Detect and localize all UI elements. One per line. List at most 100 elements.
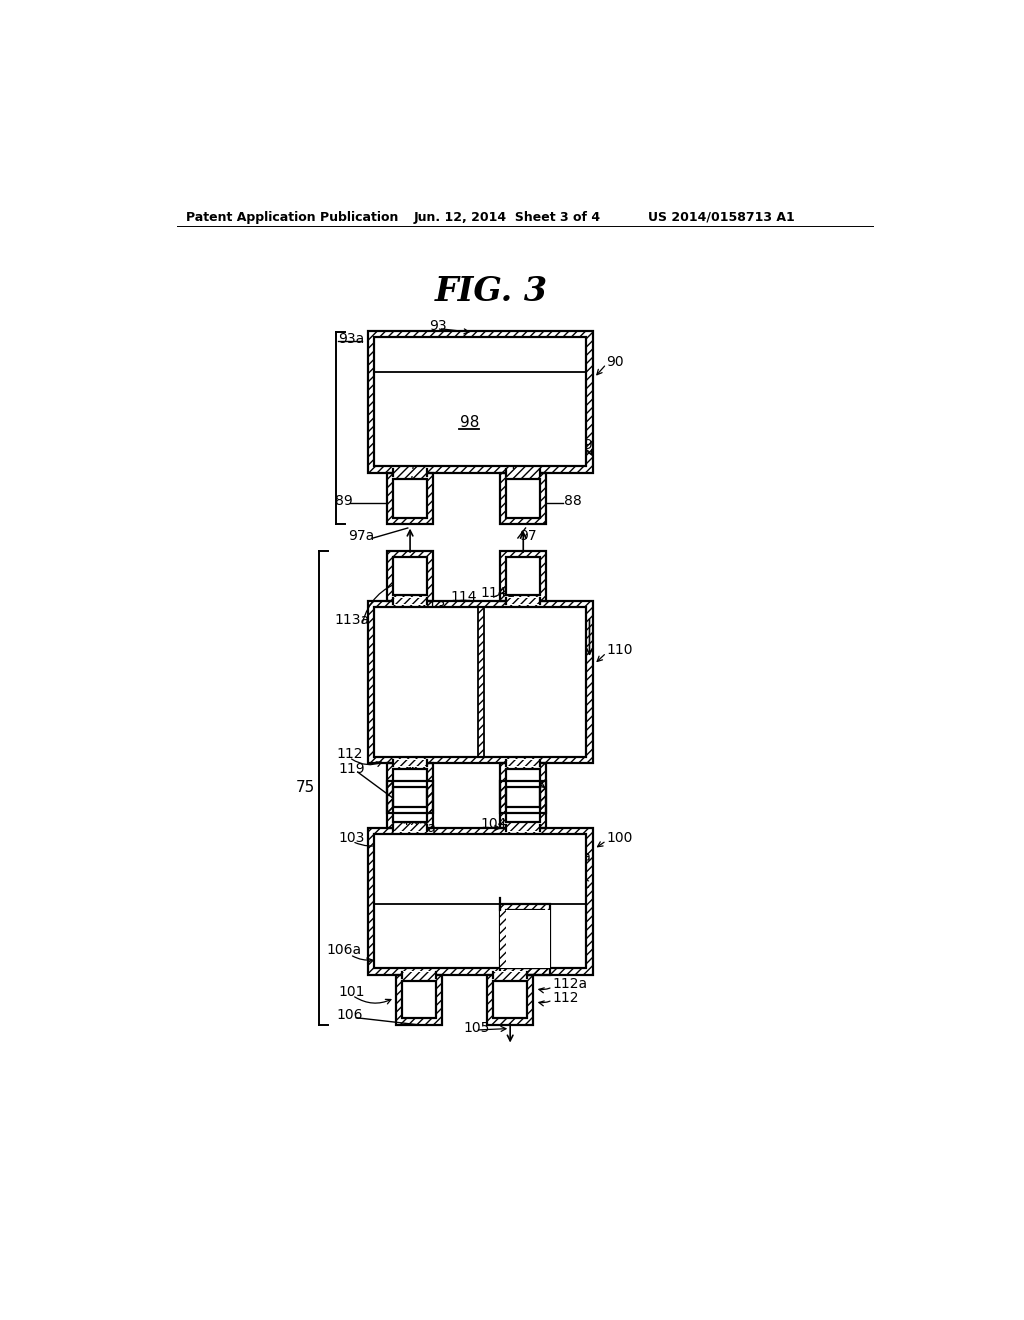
Bar: [506, 770, 541, 807]
Bar: [506, 787, 541, 822]
Bar: [393, 469, 427, 477]
Bar: [506, 909, 544, 969]
Text: 88: 88: [564, 494, 582, 508]
Bar: [500, 473, 547, 524]
Text: 111: 111: [535, 747, 561, 760]
Bar: [506, 598, 541, 605]
Bar: [387, 552, 433, 601]
Text: FIG. 3: FIG. 3: [434, 275, 548, 308]
Text: 105: 105: [463, 1022, 489, 1035]
Bar: [506, 787, 541, 822]
Text: 98: 98: [460, 414, 479, 430]
Bar: [500, 780, 547, 829]
Bar: [402, 981, 436, 1019]
Text: Patent Application Publication: Patent Application Publication: [186, 211, 398, 224]
Bar: [393, 787, 427, 822]
Bar: [506, 825, 541, 832]
Bar: [393, 770, 427, 807]
Bar: [393, 598, 427, 605]
Bar: [393, 598, 427, 605]
Text: 106a: 106a: [327, 942, 362, 957]
Bar: [387, 473, 433, 524]
Text: 112: 112: [337, 747, 364, 760]
Bar: [478, 607, 484, 756]
Bar: [506, 760, 541, 766]
Bar: [500, 780, 547, 829]
Bar: [368, 601, 593, 763]
Text: 110a: 110a: [429, 678, 465, 693]
Bar: [374, 834, 587, 969]
Bar: [368, 601, 593, 763]
Bar: [374, 337, 587, 466]
Text: 104: 104: [480, 817, 507, 830]
Text: 104a: 104a: [556, 850, 592, 863]
Bar: [487, 974, 534, 1024]
Bar: [374, 607, 587, 756]
Bar: [396, 974, 442, 1024]
Text: 92a: 92a: [401, 434, 428, 449]
Bar: [393, 825, 427, 832]
Bar: [506, 825, 541, 832]
Bar: [506, 770, 541, 807]
Text: 113: 113: [419, 599, 445, 614]
Text: 103a: 103a: [401, 821, 436, 836]
Text: 89: 89: [335, 494, 352, 508]
Bar: [393, 470, 427, 475]
Bar: [393, 557, 427, 595]
Bar: [500, 552, 547, 601]
Bar: [387, 780, 433, 829]
Bar: [500, 909, 550, 969]
Text: 117: 117: [508, 767, 535, 781]
Text: 112a: 112a: [392, 714, 427, 727]
Bar: [387, 763, 433, 813]
Bar: [494, 972, 527, 978]
Bar: [387, 780, 433, 829]
Text: 93: 93: [429, 319, 446, 333]
Text: 112: 112: [553, 991, 579, 1005]
Text: 112a: 112a: [553, 977, 588, 991]
Bar: [368, 829, 593, 974]
Bar: [478, 607, 484, 756]
Text: 103: 103: [339, 830, 365, 845]
Bar: [393, 557, 427, 595]
Text: 119: 119: [339, 762, 366, 776]
Bar: [374, 834, 587, 969]
Bar: [500, 904, 550, 974]
Bar: [368, 331, 593, 473]
Text: 101: 101: [339, 985, 365, 998]
Bar: [393, 787, 427, 822]
Bar: [387, 763, 433, 813]
Text: 93a: 93a: [339, 333, 365, 346]
Bar: [500, 473, 547, 524]
Text: 106: 106: [337, 1008, 364, 1023]
Text: Jun. 12, 2014  Sheet 3 of 4: Jun. 12, 2014 Sheet 3 of 4: [414, 211, 601, 224]
Bar: [494, 981, 527, 1019]
Text: 75: 75: [295, 780, 314, 796]
Bar: [374, 607, 587, 756]
Bar: [506, 469, 541, 477]
Bar: [506, 598, 541, 605]
Text: 97: 97: [519, 529, 537, 543]
Bar: [487, 974, 534, 1024]
Bar: [494, 972, 527, 978]
Bar: [393, 479, 427, 517]
Bar: [506, 557, 541, 595]
Bar: [402, 972, 436, 978]
Text: 102c: 102c: [556, 876, 591, 891]
Text: 100a: 100a: [385, 892, 420, 907]
Bar: [387, 473, 433, 524]
Bar: [368, 331, 593, 473]
Bar: [402, 972, 436, 978]
Bar: [506, 759, 541, 767]
Bar: [506, 909, 544, 969]
Text: 90: 90: [606, 355, 624, 368]
Text: 113a: 113a: [335, 614, 370, 627]
Text: US 2014/0158713 A1: US 2014/0158713 A1: [648, 211, 795, 224]
Bar: [393, 760, 427, 766]
Bar: [368, 829, 593, 974]
Bar: [393, 825, 427, 832]
Bar: [387, 552, 433, 601]
Text: 99: 99: [575, 438, 593, 451]
Text: 111a: 111a: [463, 706, 499, 719]
Bar: [500, 904, 550, 974]
